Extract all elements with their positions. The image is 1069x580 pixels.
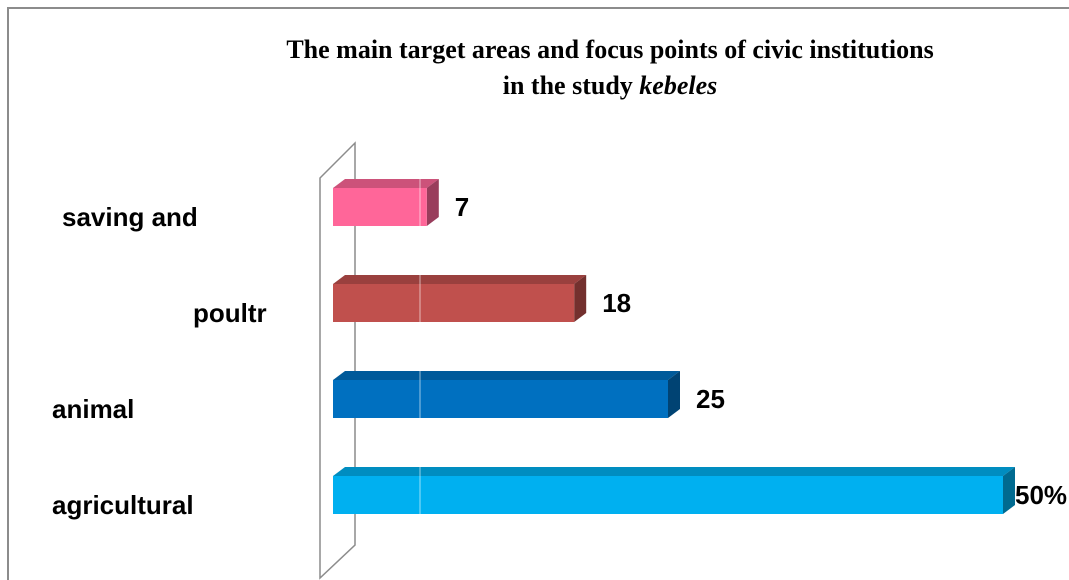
- chart-title-part: in the study: [503, 71, 633, 100]
- bar-top: [333, 371, 680, 380]
- bar: [333, 188, 427, 226]
- chart-title-emphasis: kebeles: [639, 71, 717, 100]
- value-label: 50%: [1015, 480, 1067, 510]
- category-label: poultr: [193, 298, 267, 328]
- bar: [333, 380, 668, 418]
- category-label: saving and: [62, 202, 198, 232]
- bar-side: [668, 371, 680, 418]
- bar-top: [333, 179, 439, 188]
- bar-side: [574, 275, 587, 322]
- bar-side: [426, 179, 439, 226]
- bar-side: [1003, 467, 1015, 514]
- category-label: animal: [52, 394, 134, 424]
- value-label: 25: [696, 384, 725, 414]
- bar: [333, 476, 1003, 514]
- chart-title: in the study kebeles: [503, 71, 718, 100]
- value-label: 18: [602, 288, 631, 318]
- bar-top: [333, 275, 587, 284]
- back-wall: [319, 141, 356, 580]
- category-label: agricultural: [52, 490, 194, 520]
- chart-title: The main target areas and focus points o…: [286, 35, 933, 64]
- value-label: 7: [455, 192, 469, 222]
- bar: [333, 284, 575, 322]
- bar-top: [333, 467, 1015, 476]
